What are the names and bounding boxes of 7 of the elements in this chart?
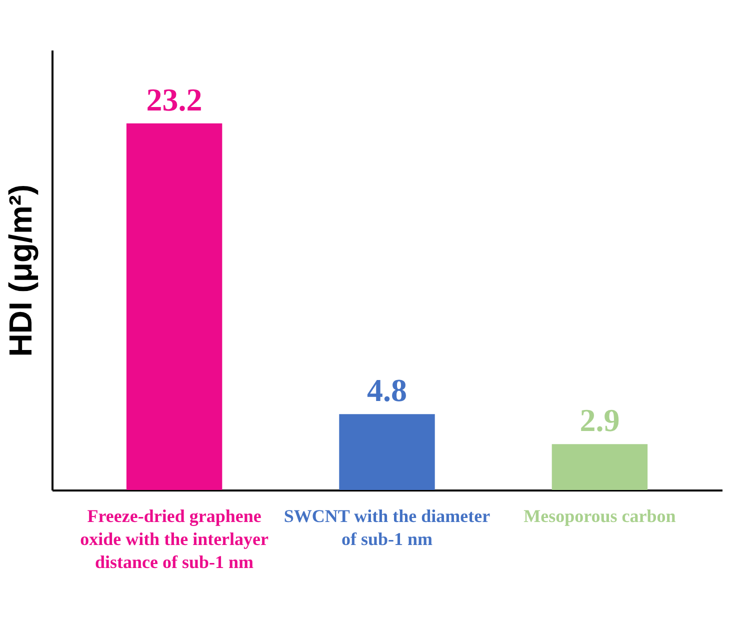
x-tick-label: Mesoporous carbon xyxy=(524,506,676,526)
data-label: 2.9 xyxy=(580,402,620,438)
data-label: 4.8 xyxy=(367,372,407,408)
data-label: 23.2 xyxy=(146,81,202,118)
x-tick-label: Freeze-dried graphene oxide with the interlayer distance of sub-1 nm xyxy=(80,506,269,572)
x-tick-label: SWCNT with the diameter of sub-1 nm xyxy=(284,506,490,549)
y-axis-title: HDI (μg/m²) xyxy=(2,184,38,357)
